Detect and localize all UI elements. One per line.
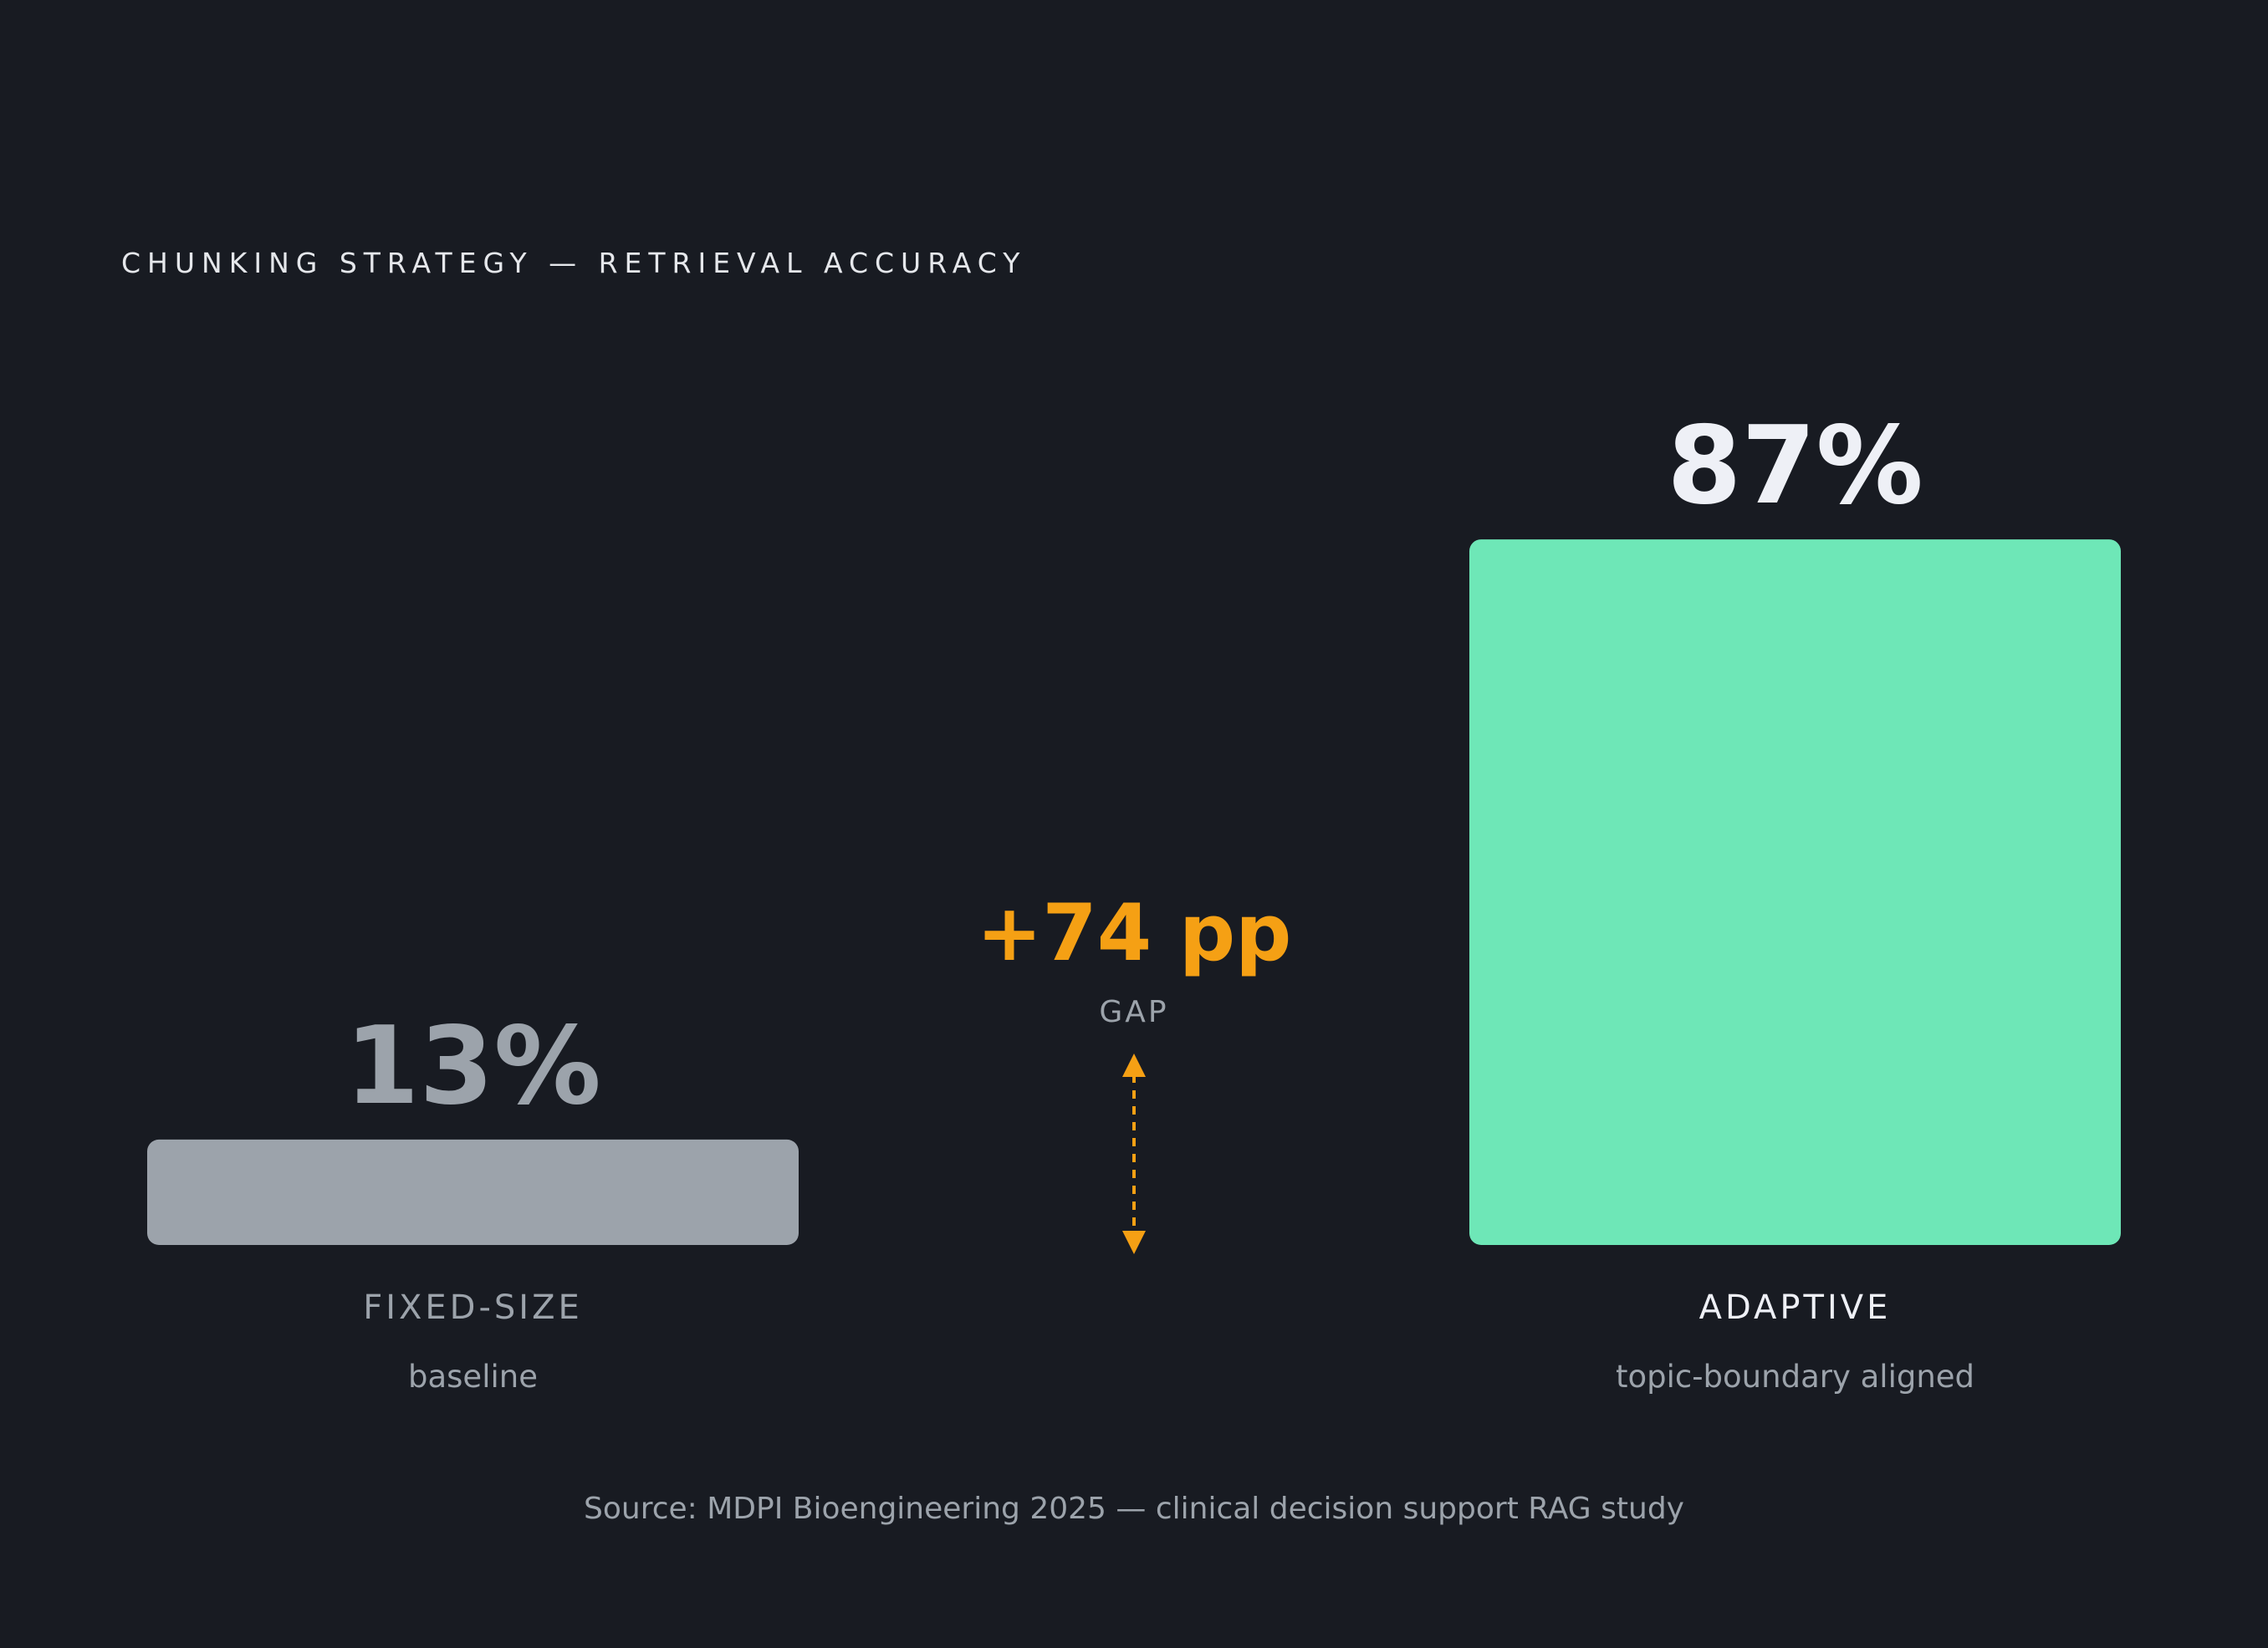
- bar: [147, 1139, 799, 1245]
- category-note: baseline: [408, 1359, 538, 1395]
- source-note: Source: MDPI Bioengineering 2025 — clini…: [584, 1492, 1684, 1526]
- chart-title: CHUNKING STRATEGY — RETRIEVAL ACCURACY: [121, 247, 1026, 279]
- gap-arrow: [1122, 1054, 1146, 1254]
- bar: [1469, 539, 2121, 1245]
- gap-annotation: +74 pp: [977, 888, 1292, 979]
- gap-label: GAP: [1099, 995, 1168, 1029]
- value-label: 13%: [345, 1004, 600, 1129]
- category-note: topic-boundary aligned: [1616, 1359, 1974, 1395]
- category-label: ADAPTIVE: [1699, 1288, 1892, 1327]
- value-label: 87%: [1667, 404, 1923, 528]
- category-label: FIXED-SIZE: [363, 1288, 583, 1327]
